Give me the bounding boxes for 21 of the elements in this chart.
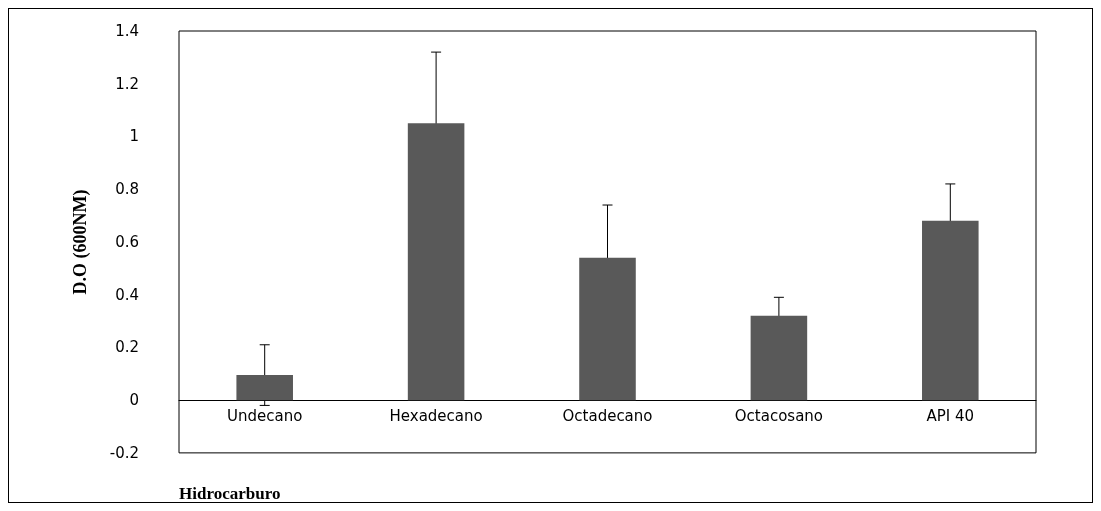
y-tick-label: 0.4: [115, 285, 139, 304]
y-tick-label: 1.4: [115, 22, 139, 40]
x-tick-label: Undecano: [227, 406, 303, 425]
x-tick-label: API 40: [926, 406, 975, 425]
y-tick-label: 0: [129, 391, 139, 410]
y-tick-label: 0.6: [115, 232, 139, 251]
x-tick-label: Hexadecano: [389, 406, 483, 425]
y-tick-label: -0.2: [109, 443, 139, 462]
y-tick-label: 0.8: [115, 180, 139, 199]
x-tick-label: Octacosano: [734, 406, 824, 425]
bar: [579, 257, 636, 401]
bar: [922, 220, 979, 401]
bar: [236, 375, 293, 401]
y-tick-label: 1: [129, 127, 139, 146]
y-tick-label: 1.2: [115, 74, 139, 93]
y-tick-label: 0.2: [115, 338, 139, 357]
x-tick-label: Octadecano: [562, 406, 653, 425]
bar: [407, 123, 465, 401]
x-axis-title: Hidrocarburo: [179, 484, 281, 503]
bar: [750, 315, 808, 401]
y-axis-title: D.O (600NM): [70, 189, 91, 295]
